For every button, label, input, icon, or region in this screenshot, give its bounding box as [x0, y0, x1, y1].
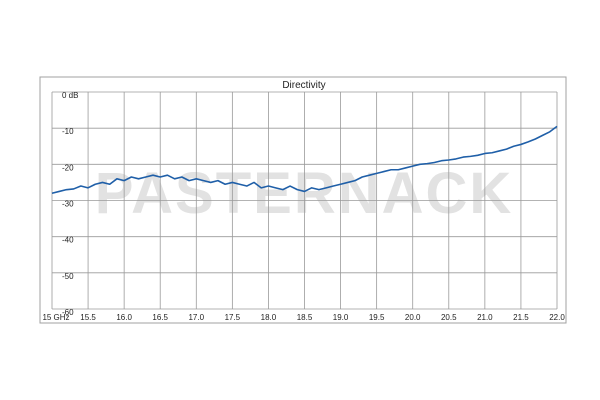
x-tick-label: 19.5: [369, 313, 385, 322]
x-tick-label: 16.0: [116, 313, 132, 322]
x-tick-label: 21.0: [477, 313, 493, 322]
x-tick-label: 18.5: [297, 313, 313, 322]
x-tick-label: 16.5: [152, 313, 168, 322]
y-tick-label: 0 dB: [62, 91, 78, 100]
y-tick-label: -50: [62, 272, 74, 281]
x-tick-label: 17.5: [225, 313, 241, 322]
x-tick-label: 20.0: [405, 313, 421, 322]
x-tick-label: 22.0: [549, 313, 565, 322]
y-tick-label: -40: [62, 236, 74, 245]
y-tick-label: -20: [62, 163, 74, 172]
chart-title: Directivity: [282, 80, 325, 91]
x-tick-label: 21.5: [513, 313, 529, 322]
y-tick-label: -60: [62, 308, 74, 317]
x-tick-label: 15.5: [80, 313, 96, 322]
x-tick-label: 15 GHz: [42, 313, 69, 322]
x-tick-label: 18.0: [261, 313, 277, 322]
x-tick-label: 19.0: [333, 313, 349, 322]
x-tick-label: 20.5: [441, 313, 457, 322]
y-tick-label: -10: [62, 127, 74, 136]
watermark: PASTERNACK: [95, 161, 514, 226]
data-line: [51, 125, 558, 195]
chart-frame: [39, 76, 567, 324]
y-tick-label: -30: [62, 200, 74, 209]
x-tick-label: 17.0: [188, 313, 204, 322]
